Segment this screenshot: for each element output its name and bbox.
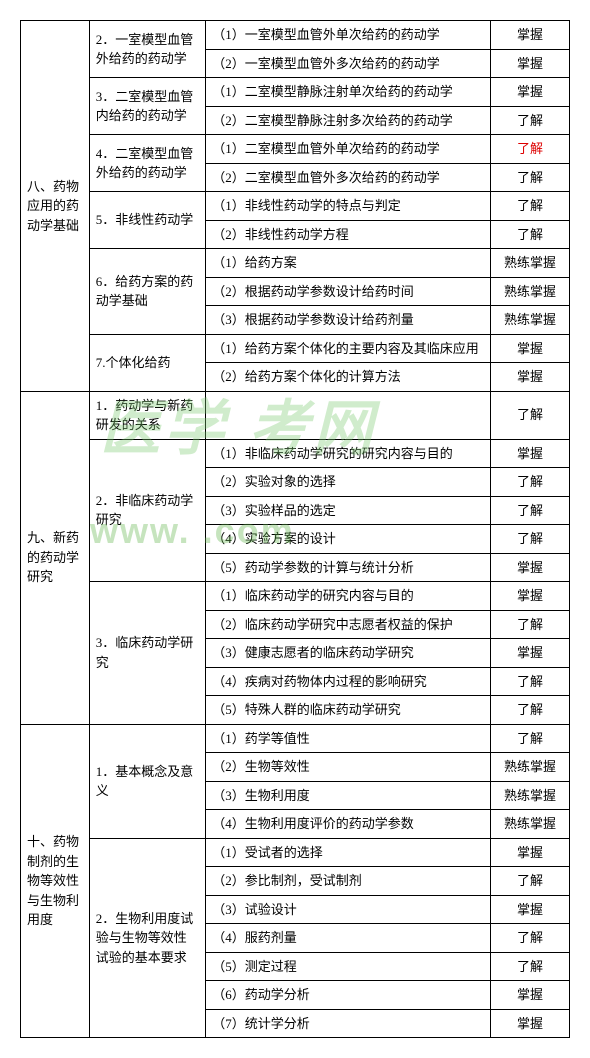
item-cell: （2）二室模型静脉注射多次给药的药动学 <box>206 106 491 135</box>
subsection-cell: 3．二室模型血管内给药的药动学 <box>89 78 206 135</box>
level-cell: 熟练掌握 <box>491 249 570 278</box>
item-cell: （4）服药剂量 <box>206 924 491 953</box>
level-cell: 掌握 <box>491 78 570 107</box>
subsection-cell: 7.个体化给药 <box>89 334 206 391</box>
table-row: 3．临床药动学研究（1）临床药动学的研究内容与目的掌握 <box>21 582 570 611</box>
item-cell: （1）二室模型静脉注射单次给药的药动学 <box>206 78 491 107</box>
item-cell: （3）健康志愿者的临床药动学研究 <box>206 639 491 668</box>
level-cell: 了解 <box>491 525 570 554</box>
level-cell: 掌握 <box>491 1009 570 1038</box>
table-row: 2．生物利用度试验与生物等效性试验的基本要求（1）受试者的选择掌握 <box>21 838 570 867</box>
level-cell: 掌握 <box>491 895 570 924</box>
table-row: 4．二室模型血管外给药的药动学（1）二室模型血管外单次给药的药动学了解 <box>21 135 570 164</box>
level-cell: 熟练掌握 <box>491 781 570 810</box>
item-cell: （4）生物利用度评价的药动学参数 <box>206 810 491 839</box>
item-cell: （1）非临床药动学研究的研究内容与目的 <box>206 439 491 468</box>
level-cell: 掌握 <box>491 439 570 468</box>
item-cell: （1）非线性药动学的特点与判定 <box>206 192 491 221</box>
level-cell: 掌握 <box>491 49 570 78</box>
item-cell: （3）生物利用度 <box>206 781 491 810</box>
item-cell: （5）药动学参数的计算与统计分析 <box>206 553 491 582</box>
item-cell: （1）临床药动学的研究内容与目的 <box>206 582 491 611</box>
level-cell: 掌握 <box>491 838 570 867</box>
item-cell: （5）特殊人群的临床药动学研究 <box>206 696 491 725</box>
level-cell: 了解 <box>491 391 570 439</box>
item-cell: （3）根据药动学参数设计给药剂量 <box>206 306 491 335</box>
level-cell: 掌握 <box>491 553 570 582</box>
subsection-cell: 2．一室模型血管外给药的药动学 <box>89 21 206 78</box>
section-cell: 八、药物应用的药动学基础 <box>21 21 90 392</box>
item-cell: （1）二室模型血管外单次给药的药动学 <box>206 135 491 164</box>
level-cell: 了解 <box>491 220 570 249</box>
item-cell: （1）一室模型血管外单次给药的药动学 <box>206 21 491 50</box>
item-cell: （4）实验方案的设计 <box>206 525 491 554</box>
table-row: 7.个体化给药（1）给药方案个体化的主要内容及其临床应用掌握 <box>21 334 570 363</box>
level-cell: 掌握 <box>491 334 570 363</box>
table-row: 5．非线性药动学（1）非线性药动学的特点与判定了解 <box>21 192 570 221</box>
level-cell: 了解 <box>491 163 570 192</box>
table-row: 十、药物制剂的生物等效性与生物利用度1．基本概念及意义（1）药学等值性了解 <box>21 724 570 753</box>
item-cell: （3）实验样品的选定 <box>206 496 491 525</box>
table-row: 3．二室模型血管内给药的药动学（1）二室模型静脉注射单次给药的药动学掌握 <box>21 78 570 107</box>
level-cell: 了解 <box>491 867 570 896</box>
item-cell: （1）药学等值性 <box>206 724 491 753</box>
item-cell: （6）药动学分析 <box>206 981 491 1010</box>
subsection-cell: 6．给药方案的药动学基础 <box>89 249 206 335</box>
level-cell: 熟练掌握 <box>491 810 570 839</box>
subsection-cell: 3．临床药动学研究 <box>89 582 206 725</box>
level-cell: 了解 <box>491 667 570 696</box>
level-cell: 了解 <box>491 192 570 221</box>
table-row: 2．非临床药动学研究（1）非临床药动学研究的研究内容与目的掌握 <box>21 439 570 468</box>
item-cell: （2）二室模型血管外多次给药的药动学 <box>206 163 491 192</box>
level-cell: 熟练掌握 <box>491 753 570 782</box>
subsection-cell: 1．基本概念及意义 <box>89 724 206 838</box>
subsection-cell: 2．生物利用度试验与生物等效性试验的基本要求 <box>89 838 206 1038</box>
level-cell: 了解 <box>491 924 570 953</box>
level-cell: 掌握 <box>491 363 570 392</box>
item-cell: （5）测定过程 <box>206 952 491 981</box>
level-cell: 掌握 <box>491 981 570 1010</box>
syllabus-table: 八、药物应用的药动学基础2．一室模型血管外给药的药动学（1）一室模型血管外单次给… <box>20 20 570 1038</box>
level-cell: 了解 <box>491 496 570 525</box>
level-cell: 熟练掌握 <box>491 277 570 306</box>
item-cell: （2）根据药动学参数设计给药时间 <box>206 277 491 306</box>
level-cell: 了解 <box>491 610 570 639</box>
item-cell: （1）给药方案 <box>206 249 491 278</box>
table-row: 八、药物应用的药动学基础2．一室模型血管外给药的药动学（1）一室模型血管外单次给… <box>21 21 570 50</box>
section-cell: 九、新药的药动学研究 <box>21 391 90 724</box>
level-cell: 了解 <box>491 696 570 725</box>
table-row: 九、新药的药动学研究1．药动学与新药研发的关系了解 <box>21 391 570 439</box>
subsection-cell: 1．药动学与新药研发的关系 <box>89 391 206 439</box>
item-cell: （2）实验对象的选择 <box>206 468 491 497</box>
level-cell: 了解 <box>491 468 570 497</box>
level-cell: 掌握 <box>491 639 570 668</box>
section-cell: 十、药物制剂的生物等效性与生物利用度 <box>21 724 90 1038</box>
subsection-cell: 5．非线性药动学 <box>89 192 206 249</box>
item-cell: （3）试验设计 <box>206 895 491 924</box>
item-cell: （1）给药方案个体化的主要内容及其临床应用 <box>206 334 491 363</box>
item-cell: （2）一室模型血管外多次给药的药动学 <box>206 49 491 78</box>
level-cell: 了解 <box>491 106 570 135</box>
item-cell: （2）临床药动学研究中志愿者权益的保护 <box>206 610 491 639</box>
level-cell: 了解 <box>491 952 570 981</box>
item-cell: （2）生物等效性 <box>206 753 491 782</box>
item-cell: （2）参比制剂，受试制剂 <box>206 867 491 896</box>
subsection-cell: 2．非临床药动学研究 <box>89 439 206 582</box>
item-cell: （7）统计学分析 <box>206 1009 491 1038</box>
level-cell: 掌握 <box>491 582 570 611</box>
subsection-cell: 4．二室模型血管外给药的药动学 <box>89 135 206 192</box>
item-cell: （1）受试者的选择 <box>206 838 491 867</box>
item-cell: （4）疾病对药物体内过程的影响研究 <box>206 667 491 696</box>
item-cell <box>206 391 491 439</box>
table-row: 6．给药方案的药动学基础（1）给药方案熟练掌握 <box>21 249 570 278</box>
item-cell: （2）非线性药动学方程 <box>206 220 491 249</box>
level-cell: 熟练掌握 <box>491 306 570 335</box>
item-cell: （2）给药方案个体化的计算方法 <box>206 363 491 392</box>
level-cell: 了解 <box>491 724 570 753</box>
level-cell: 掌握 <box>491 21 570 50</box>
level-cell: 了解 <box>491 135 570 164</box>
